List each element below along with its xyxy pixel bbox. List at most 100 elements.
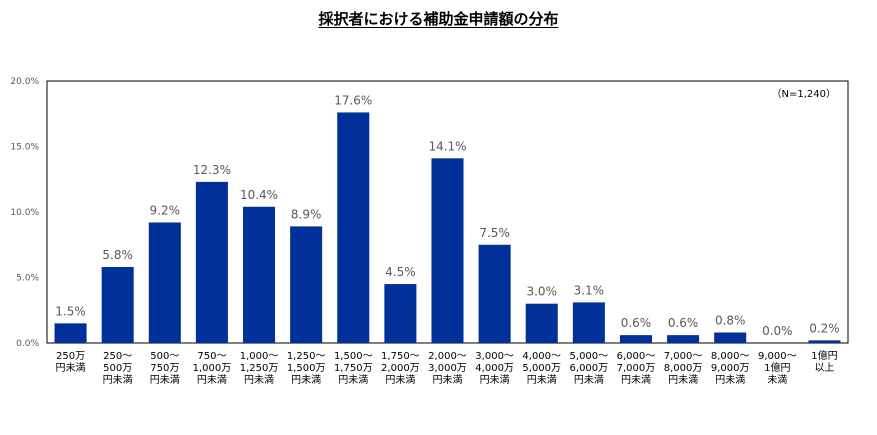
bar	[431, 158, 464, 343]
bar	[808, 340, 841, 343]
category-label-line: 円未満	[574, 374, 604, 386]
data-label: 8.9%	[291, 207, 322, 221]
bar	[572, 302, 605, 343]
category-label-line: 円未満	[338, 374, 368, 386]
category-label: 1,000～ 1,250万円未満	[240, 351, 279, 386]
bar	[101, 267, 134, 343]
category-label-line: 6,000～	[617, 351, 656, 362]
category-label: 250～ 500万円未満	[103, 351, 133, 386]
category-label: 1億円以上	[811, 349, 837, 374]
data-labels: 1.5% 5.8% 9.2% 12.3% 10.4% 8.9% 17.6% 4.5% 14.1%…	[55, 93, 839, 338]
data-label: 0.2%	[809, 321, 840, 335]
bar	[290, 226, 323, 343]
category-label: 1,750～ 2,000万円未満	[381, 351, 420, 386]
category-label-line: 9,000万	[711, 363, 750, 374]
data-label: 7.5%	[479, 226, 510, 240]
bar	[384, 284, 417, 343]
category-label-line: 1,000～	[240, 351, 279, 362]
data-label: 1.5%	[55, 304, 86, 318]
bar	[714, 332, 747, 343]
data-label: 0.6%	[668, 316, 699, 330]
category-label-line: 4,000万	[475, 363, 514, 374]
category-label-line: 500～	[150, 351, 179, 362]
category-label-line: 8,000万	[664, 363, 703, 374]
data-label: 17.6%	[334, 93, 372, 107]
bar-series	[54, 112, 841, 343]
category-label-line: 2,000万	[381, 363, 420, 374]
data-label: 0.8%	[715, 314, 746, 328]
category-label-line: 250万	[56, 351, 85, 362]
category-label-line: 円未満	[715, 374, 745, 386]
category-label-line: 円未満	[668, 374, 698, 386]
category-label-line: 1,000万	[193, 363, 232, 374]
category-label: 4,000～ 5,000万円未満	[522, 351, 561, 386]
category-label-line: 7,000～	[664, 351, 703, 362]
data-label: 0.6%	[621, 316, 652, 330]
y-tick-label: 20.0%	[10, 77, 39, 87]
bar	[525, 303, 558, 343]
category-label-line: 円未満	[56, 362, 86, 374]
data-label: 10.4%	[240, 188, 278, 202]
data-label: 5.8%	[102, 248, 133, 262]
category-label-line: 5,000～	[570, 351, 609, 362]
category-label-line: 1,500万	[287, 363, 326, 374]
category-label-line: 円未満	[433, 374, 463, 386]
category-label: 6,000～ 7,000万円未満	[617, 351, 656, 386]
sample-size-note: （N=1,240）	[772, 88, 837, 100]
category-label-line: 500万	[103, 363, 132, 374]
data-label: 12.3%	[193, 163, 231, 177]
category-label: 3,000～ 4,000万円未満	[475, 351, 514, 386]
bar	[54, 323, 87, 343]
category-label-line: 円未満	[385, 374, 415, 386]
category-label-line: 円未満	[291, 374, 321, 386]
category-label-line: 750～	[197, 351, 226, 362]
category-label-line: 8,000～	[711, 351, 750, 362]
category-label-line: 円未満	[621, 374, 651, 386]
category-label-line: 6,000万	[570, 363, 609, 374]
category-label-line: 円未満	[527, 374, 557, 386]
category-label: 8,000～ 9,000万円未満	[711, 351, 750, 386]
y-tick-label: 5.0%	[16, 274, 39, 284]
bar	[148, 222, 181, 343]
data-label: 3.0%	[526, 285, 557, 299]
category-label: 5,000～ 6,000万円未満	[570, 351, 609, 386]
category-label-line: 7,000万	[617, 363, 656, 374]
y-tick-label: 0.0%	[16, 339, 39, 349]
category-label: 2,000～ 3,000万円未満	[428, 351, 467, 386]
bar	[667, 335, 700, 343]
category-label-line: 9,000～	[758, 351, 797, 362]
category-label-line: 1,750～	[381, 351, 420, 362]
category-label: 1,500～ 1,750万円未満	[334, 351, 373, 386]
category-label-line: 円未満	[150, 374, 180, 386]
category-label-line: 750万	[150, 363, 179, 374]
category-label: 7,000～ 8,000万円未満	[664, 351, 703, 386]
bar	[478, 244, 511, 343]
category-label-line: 250～	[103, 351, 132, 362]
data-label: 14.1%	[428, 139, 466, 153]
bar	[243, 206, 276, 343]
data-label: 4.5%	[385, 265, 416, 279]
category-label-line: 1,250万	[240, 363, 279, 374]
category-label-line: 未満	[767, 374, 787, 386]
category-label-line: 1,750万	[334, 363, 373, 374]
category-label: 750～ 1,000万円未満	[193, 351, 232, 386]
category-label-line: 3,000万	[428, 363, 467, 374]
category-label-line: 1億円	[811, 349, 837, 362]
category-label-line: 1,250～	[287, 351, 326, 362]
y-axis: 0.0% 5.0% 10.0% 15.0% 20.0%	[10, 77, 39, 349]
data-label: 0.0%	[762, 324, 793, 338]
chart-title: 採択者における補助金申請額の分布	[318, 10, 559, 28]
category-label-line: 4,000～	[522, 351, 561, 362]
y-tick-label: 15.0%	[10, 143, 39, 153]
category-label-line: 以上	[814, 362, 834, 374]
category-label: 1,250～ 1,500万円未満	[287, 351, 326, 386]
bar	[337, 112, 370, 343]
bar	[195, 181, 228, 343]
bar	[619, 335, 652, 343]
category-label-line: 1億円	[764, 361, 790, 374]
category-label-line: 2,000～	[428, 351, 467, 362]
category-label-line: 1,500～	[334, 351, 373, 362]
y-tick-label: 10.0%	[10, 208, 39, 218]
